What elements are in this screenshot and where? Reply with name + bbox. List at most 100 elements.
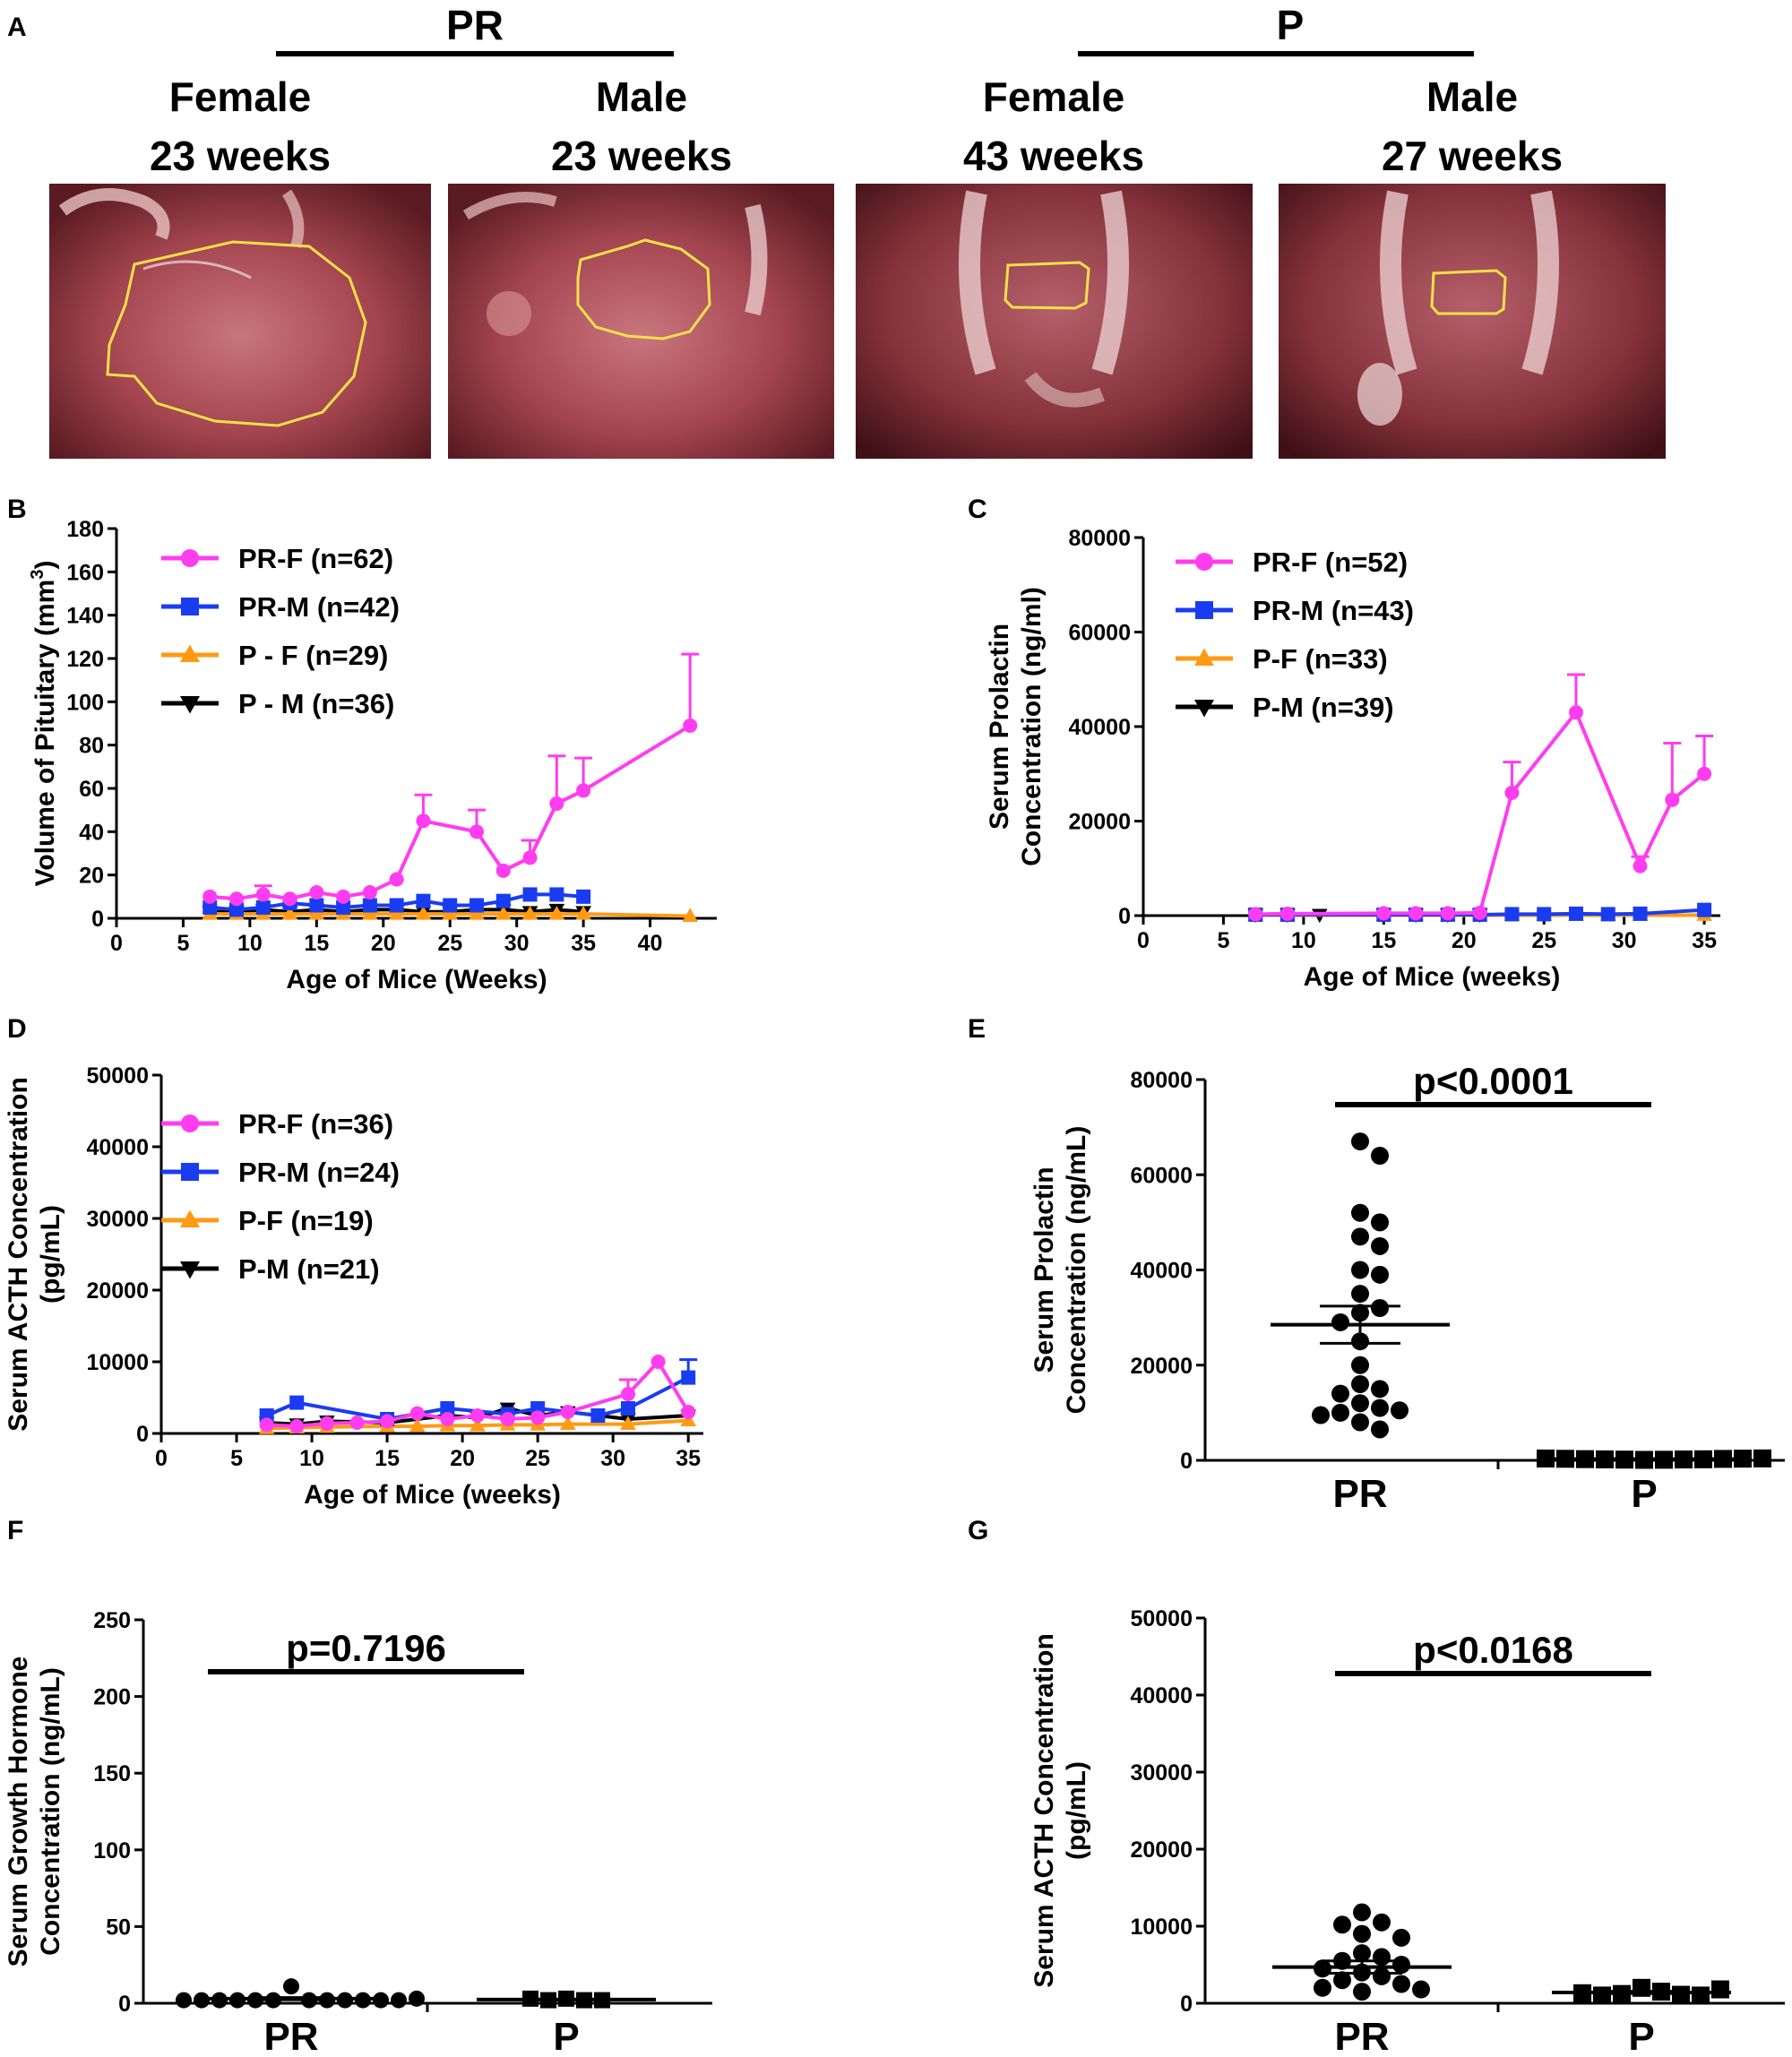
data-point xyxy=(1314,1978,1331,1997)
legend-marker xyxy=(1195,601,1213,619)
data-point xyxy=(409,1406,425,1421)
data-point xyxy=(590,1408,606,1423)
data-point xyxy=(620,1416,636,1430)
group-label-pr: PR xyxy=(446,2,504,48)
data-point xyxy=(319,1416,334,1431)
panel-a: PR P Female 23 weeks Male 23 weeks Femal… xyxy=(49,2,1666,459)
data-point xyxy=(1371,1236,1389,1255)
y-tick-label: 80 xyxy=(79,734,104,759)
data-point xyxy=(1392,1956,1410,1974)
legend-marker xyxy=(1195,553,1213,571)
data-point xyxy=(229,891,244,907)
y-tick-label: 100 xyxy=(93,1838,131,1863)
panel-g: 0 10000 20000 30000 40000 50000 Serum ACTH Con… xyxy=(1030,1606,1785,2057)
data-point xyxy=(1371,1265,1389,1284)
y-tick-label: 150 xyxy=(93,1761,131,1786)
y-axis-label: Volume of Pituitary (mm3) xyxy=(28,561,60,887)
data-point xyxy=(1371,1147,1389,1165)
data-point xyxy=(1537,1449,1555,1467)
group-0 xyxy=(1271,1132,1450,1439)
data-point xyxy=(1373,1913,1391,1932)
data-point xyxy=(1312,1406,1330,1424)
x-tick-label: 20 xyxy=(1452,928,1477,953)
y-tick-label: 30000 xyxy=(1130,1760,1193,1786)
panel-letter-c: C xyxy=(968,495,987,524)
data-point xyxy=(1353,1924,1371,1943)
category-label: PR xyxy=(263,2015,318,2057)
outline-photo-1 xyxy=(106,240,367,427)
data-point xyxy=(1633,858,1648,874)
x-tick-label: 10 xyxy=(299,1446,324,1471)
y-tick-label: 20 xyxy=(79,864,104,889)
data-point xyxy=(1351,1132,1369,1151)
data-point xyxy=(388,905,405,920)
x-tick-label: 25 xyxy=(525,1446,550,1471)
data-point xyxy=(1537,907,1552,922)
legend-marker xyxy=(180,696,200,714)
legend-label: PR-M (n=24) xyxy=(238,1157,400,1188)
photo-4-line2: 27 weeks xyxy=(1382,133,1563,179)
data-point xyxy=(259,1417,274,1433)
x-tick-label: 30 xyxy=(600,1446,625,1471)
data-point xyxy=(495,905,512,920)
y-tick-label: 0 xyxy=(136,1422,149,1447)
photo-4-line1: Male xyxy=(1426,73,1518,120)
x-axis-label: Age of Mice (Weeks) xyxy=(286,965,547,994)
data-point xyxy=(620,1401,635,1416)
data-point xyxy=(500,1412,515,1426)
x-tick-label: 15 xyxy=(304,931,329,956)
y-tick-label: 180 xyxy=(66,517,104,542)
y-tick-label: 20000 xyxy=(1068,810,1131,835)
x-tick-label: 20 xyxy=(371,931,396,956)
data-point xyxy=(409,1417,426,1433)
data-point xyxy=(1371,1420,1389,1439)
data-point xyxy=(1333,1915,1351,1934)
data-point xyxy=(1331,1403,1349,1422)
legend-marker xyxy=(180,1261,200,1279)
y-tick-label: 200 xyxy=(93,1685,131,1710)
data-point xyxy=(1376,906,1391,921)
series-line xyxy=(1255,709,1706,917)
y-axis-label-line2: (pg/mL) xyxy=(1062,1761,1091,1860)
data-point xyxy=(391,1992,407,2009)
data-point xyxy=(1373,1967,1391,1985)
series-line xyxy=(210,912,691,918)
photo-3 xyxy=(856,184,1253,459)
data-point xyxy=(1633,906,1648,921)
data-point xyxy=(470,1408,485,1423)
data-point xyxy=(255,899,271,915)
data-point xyxy=(576,783,591,798)
data-point xyxy=(522,850,538,865)
group-1 xyxy=(477,1990,656,2009)
x-tick-label: 25 xyxy=(1531,928,1556,953)
panel-c: 0 5 10 15 20 25 30 35 0 20000 40000 60000 80000 Age o… xyxy=(985,526,1720,992)
data-point xyxy=(1351,1285,1369,1304)
legend-marker xyxy=(181,549,199,567)
outline-photo-3 xyxy=(1004,261,1090,310)
series-line xyxy=(210,724,692,901)
x-tick-label: 40 xyxy=(638,931,663,956)
data-point xyxy=(416,813,431,829)
panel-e: 0 20000 40000 60000 80000 Serum Prolactin Conc… xyxy=(1030,1060,1785,1516)
y-tick-label: 50000 xyxy=(1130,1606,1193,1631)
legend-marker xyxy=(180,644,200,662)
y-axis-label-main: Volume of Pituitary (mm xyxy=(30,580,60,887)
data-point xyxy=(362,885,377,899)
panel-letter-f: F xyxy=(7,1516,23,1545)
legend-marker xyxy=(181,1115,199,1132)
y-tick-label: 0 xyxy=(1180,1449,1193,1474)
data-point xyxy=(1351,1203,1369,1222)
data-point xyxy=(409,1990,425,2007)
y-axis-label-line2: Concentration (ng/mL) xyxy=(1062,1126,1091,1415)
data-point xyxy=(1504,907,1520,922)
data-point xyxy=(1331,1384,1349,1403)
panel-letter-g: G xyxy=(968,1516,988,1545)
data-point xyxy=(309,885,324,899)
series-0 xyxy=(259,1355,696,1433)
panel-letter-e: E xyxy=(968,1014,986,1044)
legend-label: P-F (n=33) xyxy=(1253,643,1388,675)
photo-3-line2: 43 weeks xyxy=(963,133,1144,179)
data-point xyxy=(289,1419,305,1433)
photo-1 xyxy=(49,184,431,459)
y-tick-label: 80000 xyxy=(1068,526,1131,551)
